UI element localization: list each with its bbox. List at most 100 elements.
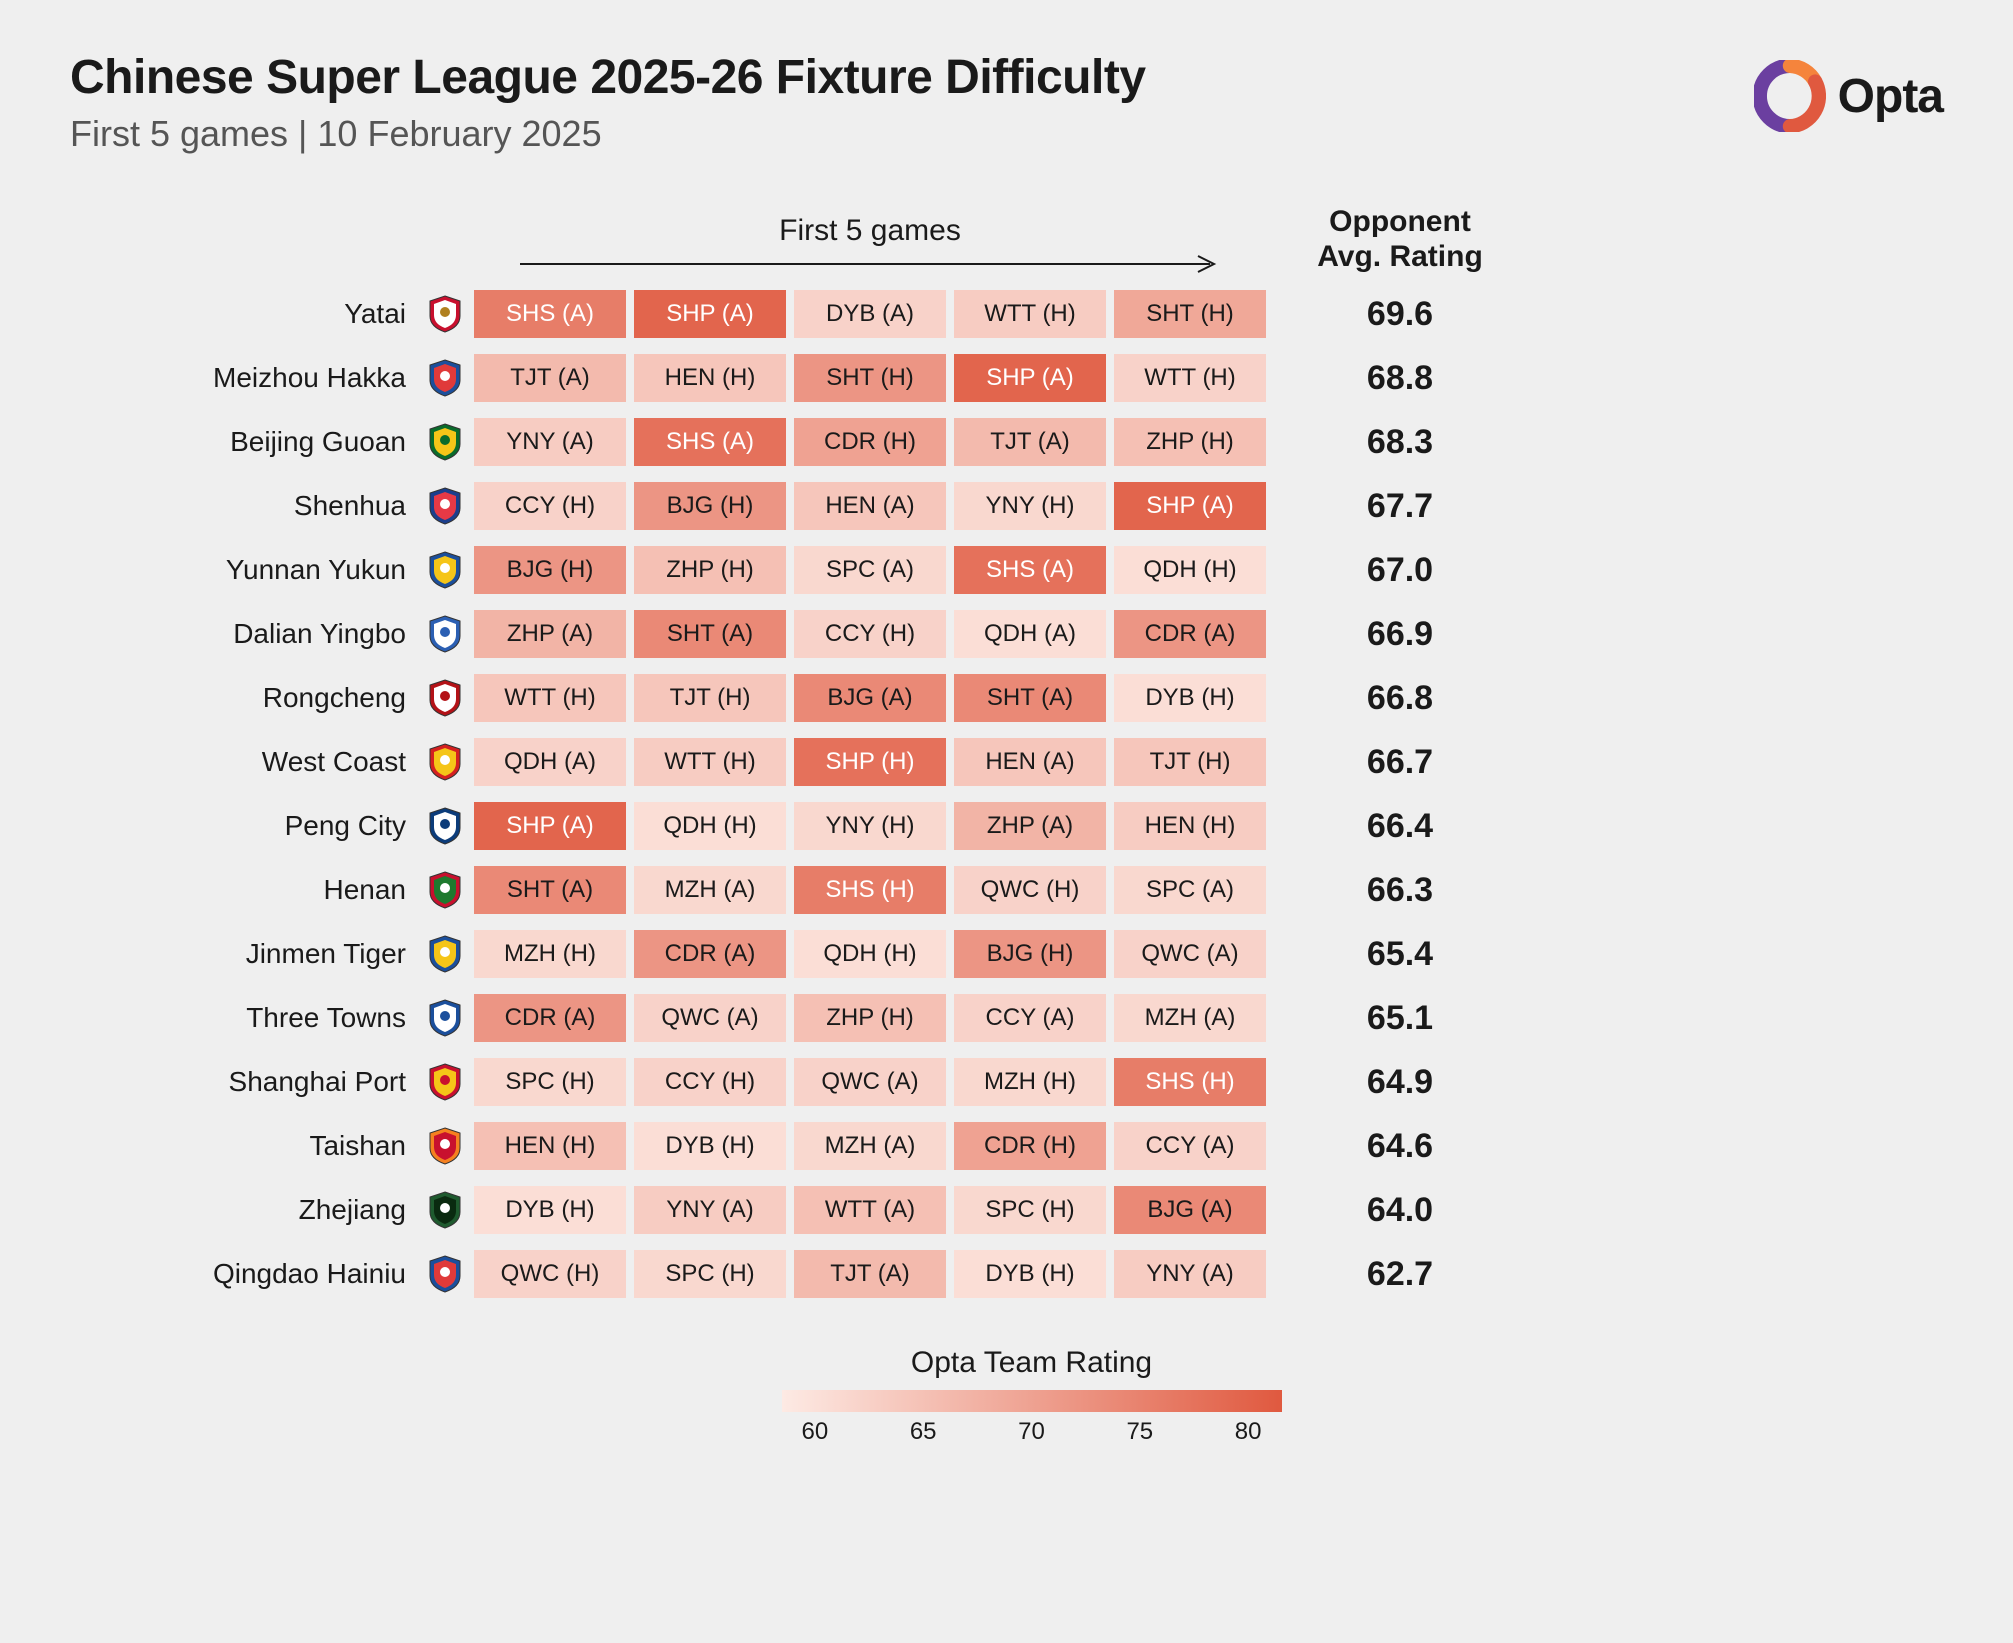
legend-tick: 80 [1235,1418,1262,1446]
fixture-cell: ZHP (H) [630,542,790,598]
fixture-cell: HEN (A) [790,478,950,534]
fixture-cell: SPC (H) [630,1246,790,1302]
fixture-box: TJT (H) [1114,738,1266,786]
team-row: Meizhou Hakka TJT (A)HEN (H)SHT (H)SHP (… [120,346,1943,410]
fixture-box: QDH (A) [954,610,1106,658]
fixture-box: DYB (H) [1114,674,1266,722]
team-row: Taishan HEN (H)DYB (H)MZH (A)CDR (H)CCY … [120,1114,1943,1178]
chart-canvas: Chinese Super League 2025-26 Fixture Dif… [0,0,2013,1643]
fixture-box: CDR (H) [954,1122,1106,1170]
fixture-box: ZHP (H) [1114,418,1266,466]
fixture-cell: QWC (H) [950,862,1110,918]
fixture-cell: BJG (H) [470,542,630,598]
fixture-box: CCY (A) [1114,1122,1266,1170]
fixture-cell: WTT (A) [790,1182,950,1238]
fixture-box: QWC (A) [794,1058,946,1106]
fixture-cell: SHP (A) [1110,478,1270,534]
avg-rating-value: 69.6 [1270,295,1530,334]
legend-tick: 60 [802,1418,829,1446]
fixture-cell: QDH (A) [470,734,630,790]
fixture-box: HEN (H) [634,354,786,402]
team-row: West Coast QDH (A)WTT (H)SHP (H)HEN (A)T… [120,730,1943,794]
team-crest [420,742,470,782]
team-crest [420,1254,470,1294]
fixture-box: SPC (H) [954,1186,1106,1234]
fixture-box: HEN (A) [794,482,946,530]
column-headers: First 5 games Opponent Avg. Rating [120,205,1943,274]
fixture-cell: DYB (A) [790,286,950,342]
fixture-cell: YNY (A) [630,1182,790,1238]
legend: Opta Team Rating 6065707580 [120,1346,1943,1446]
fixture-box: YNY (H) [954,482,1106,530]
fixture-cell: BJG (A) [790,670,950,726]
fixture-box: DYB (H) [474,1186,626,1234]
legend-gradient-bar [782,1390,1282,1412]
avg-rating-value: 67.7 [1270,487,1530,526]
opta-logo-icon [1754,60,1826,132]
legend-ticks: 6065707580 [782,1418,1282,1446]
fixture-box: TJT (H) [634,674,786,722]
team-row: Shenhua CCY (H)BJG (H)HEN (A)YNY (H)SHP … [120,474,1943,538]
fixture-cell: MZH (A) [1110,990,1270,1046]
team-crest [420,614,470,654]
fixture-cell: QDH (H) [790,926,950,982]
fixture-box: BJG (H) [954,930,1106,978]
team-name: Qingdao Hainiu [120,1258,420,1290]
team-crest [420,1062,470,1102]
rows-container: Yatai SHS (A)SHP (A)DYB (A)WTT (H)SHT (H… [120,282,1943,1306]
fixture-cell: QDH (H) [630,798,790,854]
team-name: Beijing Guoan [120,426,420,458]
team-name: Shenhua [120,490,420,522]
team-row: Yunnan Yukun BJG (H)ZHP (H)SPC (A)SHS (A… [120,538,1943,602]
fixture-box: TJT (A) [954,418,1106,466]
fixture-cell: WTT (H) [470,670,630,726]
avg-rating-value: 66.4 [1270,807,1530,846]
fixture-box: CCY (H) [634,1058,786,1106]
fixture-cell: BJG (H) [950,926,1110,982]
team-crest [420,422,470,462]
fixture-cell: ZHP (H) [790,990,950,1046]
legend-title: Opta Team Rating [120,1346,1943,1380]
fixture-cell: ZHP (A) [950,798,1110,854]
fixture-box: SHS (A) [634,418,786,466]
fixture-cell: SHP (A) [630,286,790,342]
team-name: Dalian Yingbo [120,618,420,650]
team-name: West Coast [120,746,420,778]
fixture-cell: BJG (A) [1110,1182,1270,1238]
fixture-cell: WTT (H) [630,734,790,790]
fixture-cell: SHS (A) [630,414,790,470]
fixture-box: WTT (H) [634,738,786,786]
fixture-box: WTT (H) [474,674,626,722]
avg-rating-value: 66.8 [1270,679,1530,718]
fixture-box: SHS (A) [954,546,1106,594]
fixture-box: SHS (H) [1114,1058,1266,1106]
fixture-box: HEN (H) [1114,802,1266,850]
fixture-box: QDH (H) [634,802,786,850]
avg-rating-header-line2: Avg. Rating [1270,240,1530,275]
fixture-cell: DYB (H) [1110,670,1270,726]
fixture-cell: SHS (A) [470,286,630,342]
team-name: Yunnan Yukun [120,554,420,586]
team-row: Qingdao Hainiu QWC (H)SPC (H)TJT (A)DYB … [120,1242,1943,1306]
fixture-cell: QDH (A) [950,606,1110,662]
fixture-box: SHP (A) [954,354,1106,402]
fixture-box: QWC (A) [1114,930,1266,978]
fixture-box: MZH (A) [1114,994,1266,1042]
fixture-cell: SHT (A) [950,670,1110,726]
team-crest [420,486,470,526]
fixture-box: DYB (H) [634,1122,786,1170]
team-crest [420,550,470,590]
fixture-cell: HEN (H) [1110,798,1270,854]
avg-rating-value: 67.0 [1270,551,1530,590]
fixture-cell: SHS (A) [950,542,1110,598]
fixture-box: QDH (H) [794,930,946,978]
fixture-cell: CCY (A) [950,990,1110,1046]
fixture-cell: TJT (H) [630,670,790,726]
fixture-box: CDR (A) [474,994,626,1042]
fixture-cell: HEN (H) [630,350,790,406]
avg-rating-value: 65.1 [1270,999,1530,1038]
fixture-cell: ZHP (A) [470,606,630,662]
team-name: Three Towns [120,1002,420,1034]
avg-rating-value: 66.9 [1270,615,1530,654]
fixture-box: QDH (A) [474,738,626,786]
